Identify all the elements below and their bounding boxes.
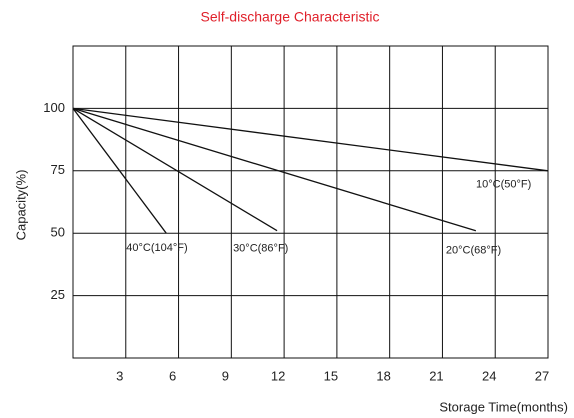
plot-frame (72, 45, 549, 359)
x-tick-label: 6 (169, 368, 176, 383)
x-tick-label: 27 (535, 368, 549, 383)
y-tick-label: 25 (51, 287, 65, 302)
series-label: 40°C(104°F) (126, 242, 187, 254)
series-line (72, 107, 549, 172)
x-tick-label: 3 (116, 368, 123, 383)
series-line (72, 107, 278, 232)
series-label: 30°C(86°F) (233, 243, 288, 255)
x-tick-label: 12 (271, 368, 285, 383)
chart-title: Self-discharge Characteristic (201, 9, 380, 25)
x-tick-label: 9 (222, 368, 229, 383)
x-tick-label: 15 (324, 368, 338, 383)
x-tick-label: 24 (482, 368, 496, 383)
series-label: 20°C(68°F) (446, 245, 501, 257)
y-axis-label: Capacity(%) (13, 170, 28, 241)
series-line (72, 107, 477, 232)
x-tick-label: 21 (429, 368, 443, 383)
series-line (72, 108, 167, 234)
x-axis-label: Storage Time(months) (439, 399, 568, 414)
series-label: 10°C(50°F) (476, 179, 531, 191)
y-tick-label: 50 (51, 225, 65, 240)
y-tick-label: 75 (51, 162, 65, 177)
x-tick-label: 18 (376, 368, 390, 383)
y-tick-label: 100 (43, 100, 65, 115)
